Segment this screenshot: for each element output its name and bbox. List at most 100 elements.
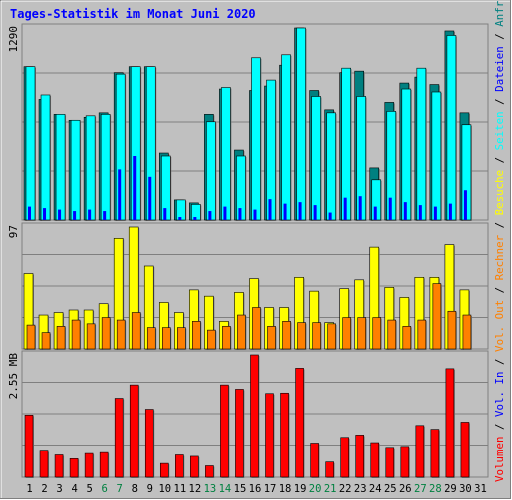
- legend-separator: /: [493, 352, 506, 372]
- bar-volumen: [84, 452, 94, 478]
- legend-separator: /: [493, 280, 506, 300]
- bar-dateien: [296, 27, 306, 221]
- bar-seiten: [118, 169, 122, 220]
- bar-rechner: [237, 314, 246, 350]
- bar-volumen: [460, 422, 470, 478]
- bar-rechner: [101, 317, 111, 350]
- bar-seiten: [403, 202, 407, 220]
- bar-seiten: [373, 206, 377, 220]
- bar-rechner: [357, 317, 367, 350]
- bar-rechner: [192, 321, 201, 350]
- day-label: 31: [474, 483, 487, 495]
- bar-seiten: [448, 203, 452, 220]
- day-label: 11: [174, 483, 187, 495]
- legend-item: Anfragen: [493, 0, 506, 27]
- day-label: 16: [249, 483, 262, 495]
- bar-volumen: [280, 392, 289, 478]
- bar-volumen: [370, 442, 380, 478]
- bar-volumen: [114, 398, 124, 478]
- day-label: 21: [324, 483, 337, 495]
- bar-dateien: [446, 35, 457, 221]
- bar-seiten: [163, 208, 167, 220]
- bar-dateien: [326, 112, 336, 221]
- legend-separator: /: [493, 417, 506, 437]
- y-max-label-volume: 2.55 MB: [7, 353, 20, 400]
- legend-item: Dateien: [493, 46, 506, 92]
- bar-rechner: [417, 319, 427, 350]
- day-label: 23: [354, 483, 367, 495]
- bar-seiten: [268, 199, 272, 220]
- bar-seiten: [328, 212, 332, 220]
- day-label: 24: [369, 483, 382, 495]
- bar-volumen: [175, 454, 184, 478]
- day-label: 7: [117, 483, 123, 495]
- day-label: 15: [234, 483, 247, 495]
- bar-dateien: [251, 57, 261, 221]
- bar-volumen: [54, 454, 64, 478]
- bar-volumen: [220, 384, 229, 478]
- bar-seiten: [223, 206, 227, 220]
- bar-volumen: [430, 429, 440, 478]
- bar-volumen: [69, 458, 79, 478]
- bar-seiten: [463, 190, 467, 220]
- day-label: 29: [444, 483, 457, 495]
- bar-dateien: [311, 96, 321, 221]
- bar-volumen: [325, 461, 334, 478]
- bar-dateien: [281, 54, 291, 221]
- bar-seiten: [298, 202, 302, 220]
- bar-rechner: [372, 317, 382, 350]
- bar-rechner: [86, 323, 96, 350]
- day-label: 27: [414, 483, 427, 495]
- bar-dateien: [40, 94, 51, 221]
- bar-rechner: [161, 327, 171, 350]
- bar-rechner: [131, 312, 141, 350]
- legend-item: Vol. Out: [493, 300, 506, 352]
- y-max-label-hits: 1290: [7, 26, 20, 53]
- bar-rechner: [207, 329, 216, 350]
- day-label: 4: [71, 483, 77, 495]
- bar-seiten: [238, 208, 242, 220]
- bar-rechner: [387, 319, 397, 350]
- bar-volumen: [235, 389, 244, 478]
- bar-rechner: [252, 307, 261, 350]
- day-label: 1: [26, 483, 32, 495]
- bar-dateien: [416, 67, 427, 221]
- day-label: 6: [102, 483, 108, 495]
- bar-dateien: [266, 79, 276, 221]
- day-label: 26: [399, 483, 412, 495]
- legend-separator: /: [493, 150, 506, 170]
- bar-volumen: [385, 447, 395, 478]
- day-label: 2: [41, 483, 47, 495]
- day-label: 3: [56, 483, 62, 495]
- bar-rechner: [462, 314, 472, 350]
- bar-seiten: [178, 217, 182, 220]
- bar-dateien: [221, 87, 231, 221]
- day-label: 14: [219, 483, 232, 495]
- day-label: 10: [158, 483, 171, 495]
- bar-volumen: [129, 384, 139, 478]
- legend-separator: /: [493, 27, 506, 47]
- bar-rechner: [116, 319, 126, 350]
- bar-rechner: [432, 283, 442, 350]
- day-label: 30: [459, 483, 472, 495]
- bar-dateien: [55, 114, 66, 221]
- bar-rechner: [41, 332, 51, 350]
- day-label: 17: [264, 483, 277, 495]
- bar-seiten: [103, 211, 107, 220]
- day-label: 12: [189, 483, 202, 495]
- legend-item: Rechner: [493, 234, 506, 280]
- bar-volumen: [250, 354, 259, 478]
- bar-seiten: [43, 208, 47, 220]
- bar-seiten: [73, 211, 77, 220]
- day-label: 20: [309, 483, 322, 495]
- bar-seiten: [418, 205, 422, 220]
- day-label: 22: [339, 483, 352, 495]
- bar-volumen: [144, 409, 154, 478]
- bar-seiten: [313, 205, 317, 220]
- bar-dateien: [176, 199, 186, 221]
- bar-rechner: [177, 327, 186, 350]
- bar-dateien: [401, 88, 412, 221]
- day-label: 25: [384, 483, 397, 495]
